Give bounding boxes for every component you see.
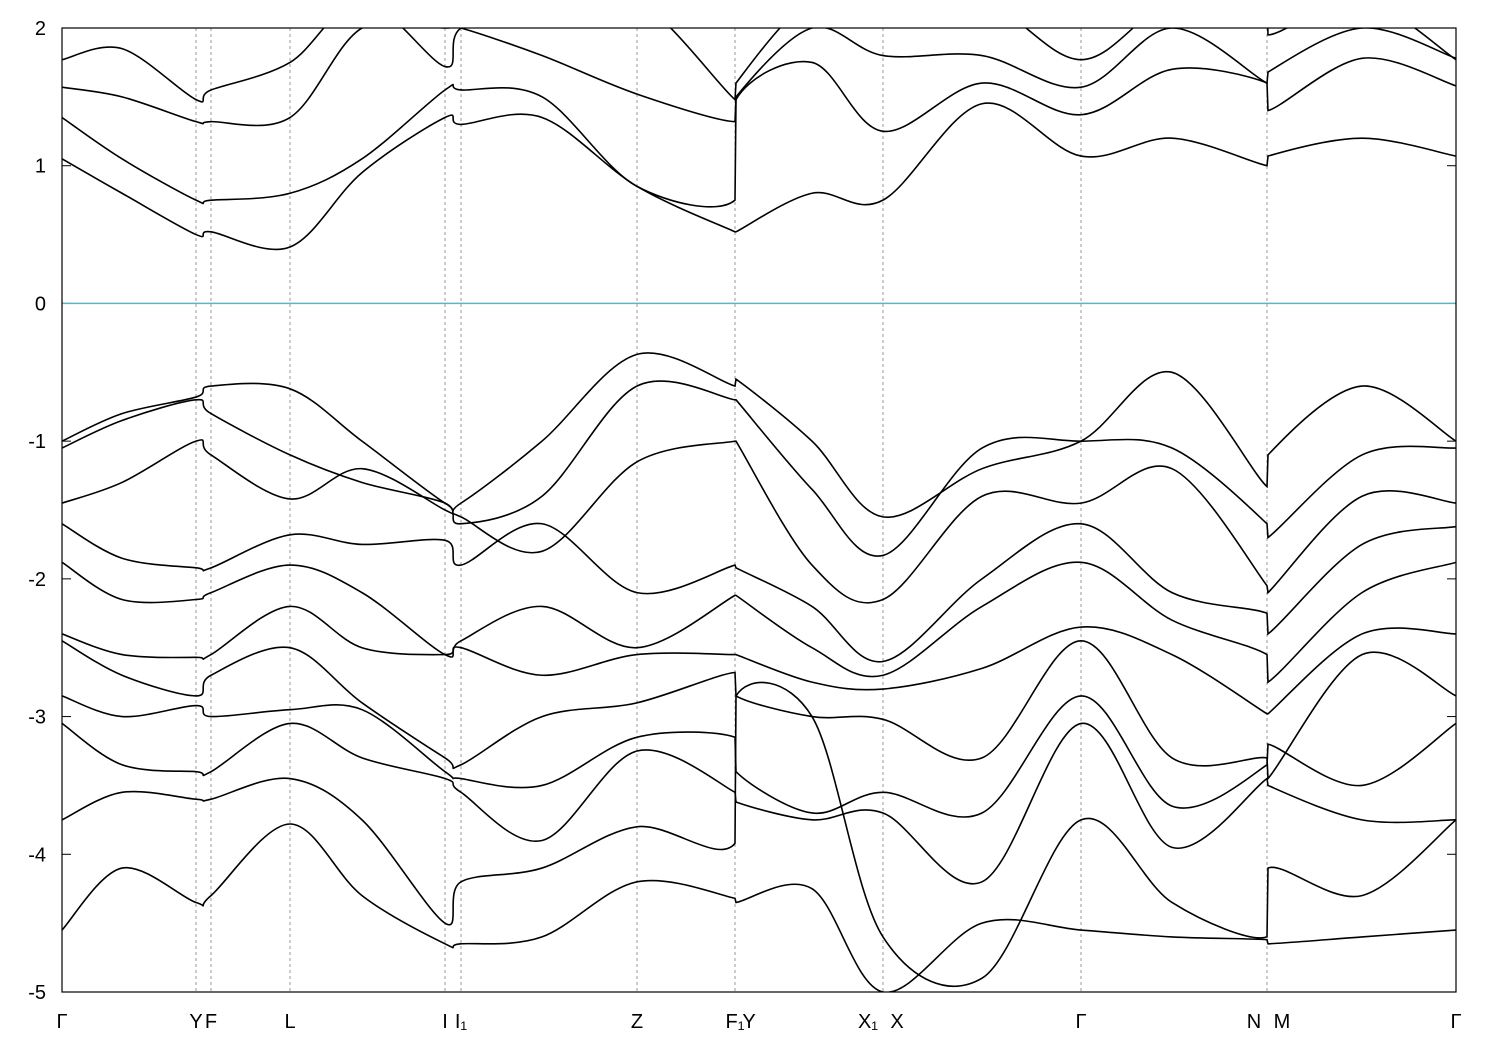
x-tick-label: I <box>442 1011 448 1033</box>
band-line <box>62 102 1456 251</box>
band-line <box>62 28 1456 103</box>
x-tick-label: M <box>1274 1011 1291 1033</box>
x-tick-label: Γ <box>1075 1011 1086 1033</box>
y-tick-label: 1 <box>35 156 46 178</box>
x-tick-label: N <box>1247 1011 1261 1033</box>
x-tick-label: Y <box>742 1011 755 1033</box>
band-line <box>62 605 1456 715</box>
x-tick-label: F <box>205 1011 217 1033</box>
x-tick-label: Z <box>631 1011 643 1033</box>
band-line <box>62 57 1456 208</box>
y-tick-label: 0 <box>35 293 46 315</box>
band-line <box>62 823 1456 992</box>
band-line <box>62 522 1456 663</box>
x-tick-label: F₁ <box>726 1011 745 1033</box>
y-tick-label: -4 <box>28 844 46 866</box>
band-line <box>62 640 1456 781</box>
band-line <box>62 439 1456 604</box>
y-tick-label: 2 <box>35 18 46 40</box>
y-tick-label: -2 <box>28 569 46 591</box>
y-tick-label: -1 <box>28 431 46 453</box>
x-tick-label: X₁ <box>858 1011 878 1033</box>
plot-area <box>62 28 1456 992</box>
x-tick-label: Γ <box>1450 1011 1461 1033</box>
x-tick-label: L <box>284 1011 295 1033</box>
band-line <box>62 28 1456 127</box>
plot-frame <box>61 27 1457 993</box>
x-tick-label: X <box>890 1011 903 1033</box>
band-line <box>62 380 1456 557</box>
band-line <box>62 681 1456 987</box>
x-tick-label: Γ <box>56 1011 67 1033</box>
band-line <box>62 352 1456 518</box>
y-tick-label: -3 <box>28 707 46 729</box>
band-line <box>62 561 1456 684</box>
x-tick-label: I₁ <box>455 1011 468 1033</box>
x-tick-label: Y <box>189 1011 202 1033</box>
y-tick-label: -5 <box>28 982 46 1004</box>
